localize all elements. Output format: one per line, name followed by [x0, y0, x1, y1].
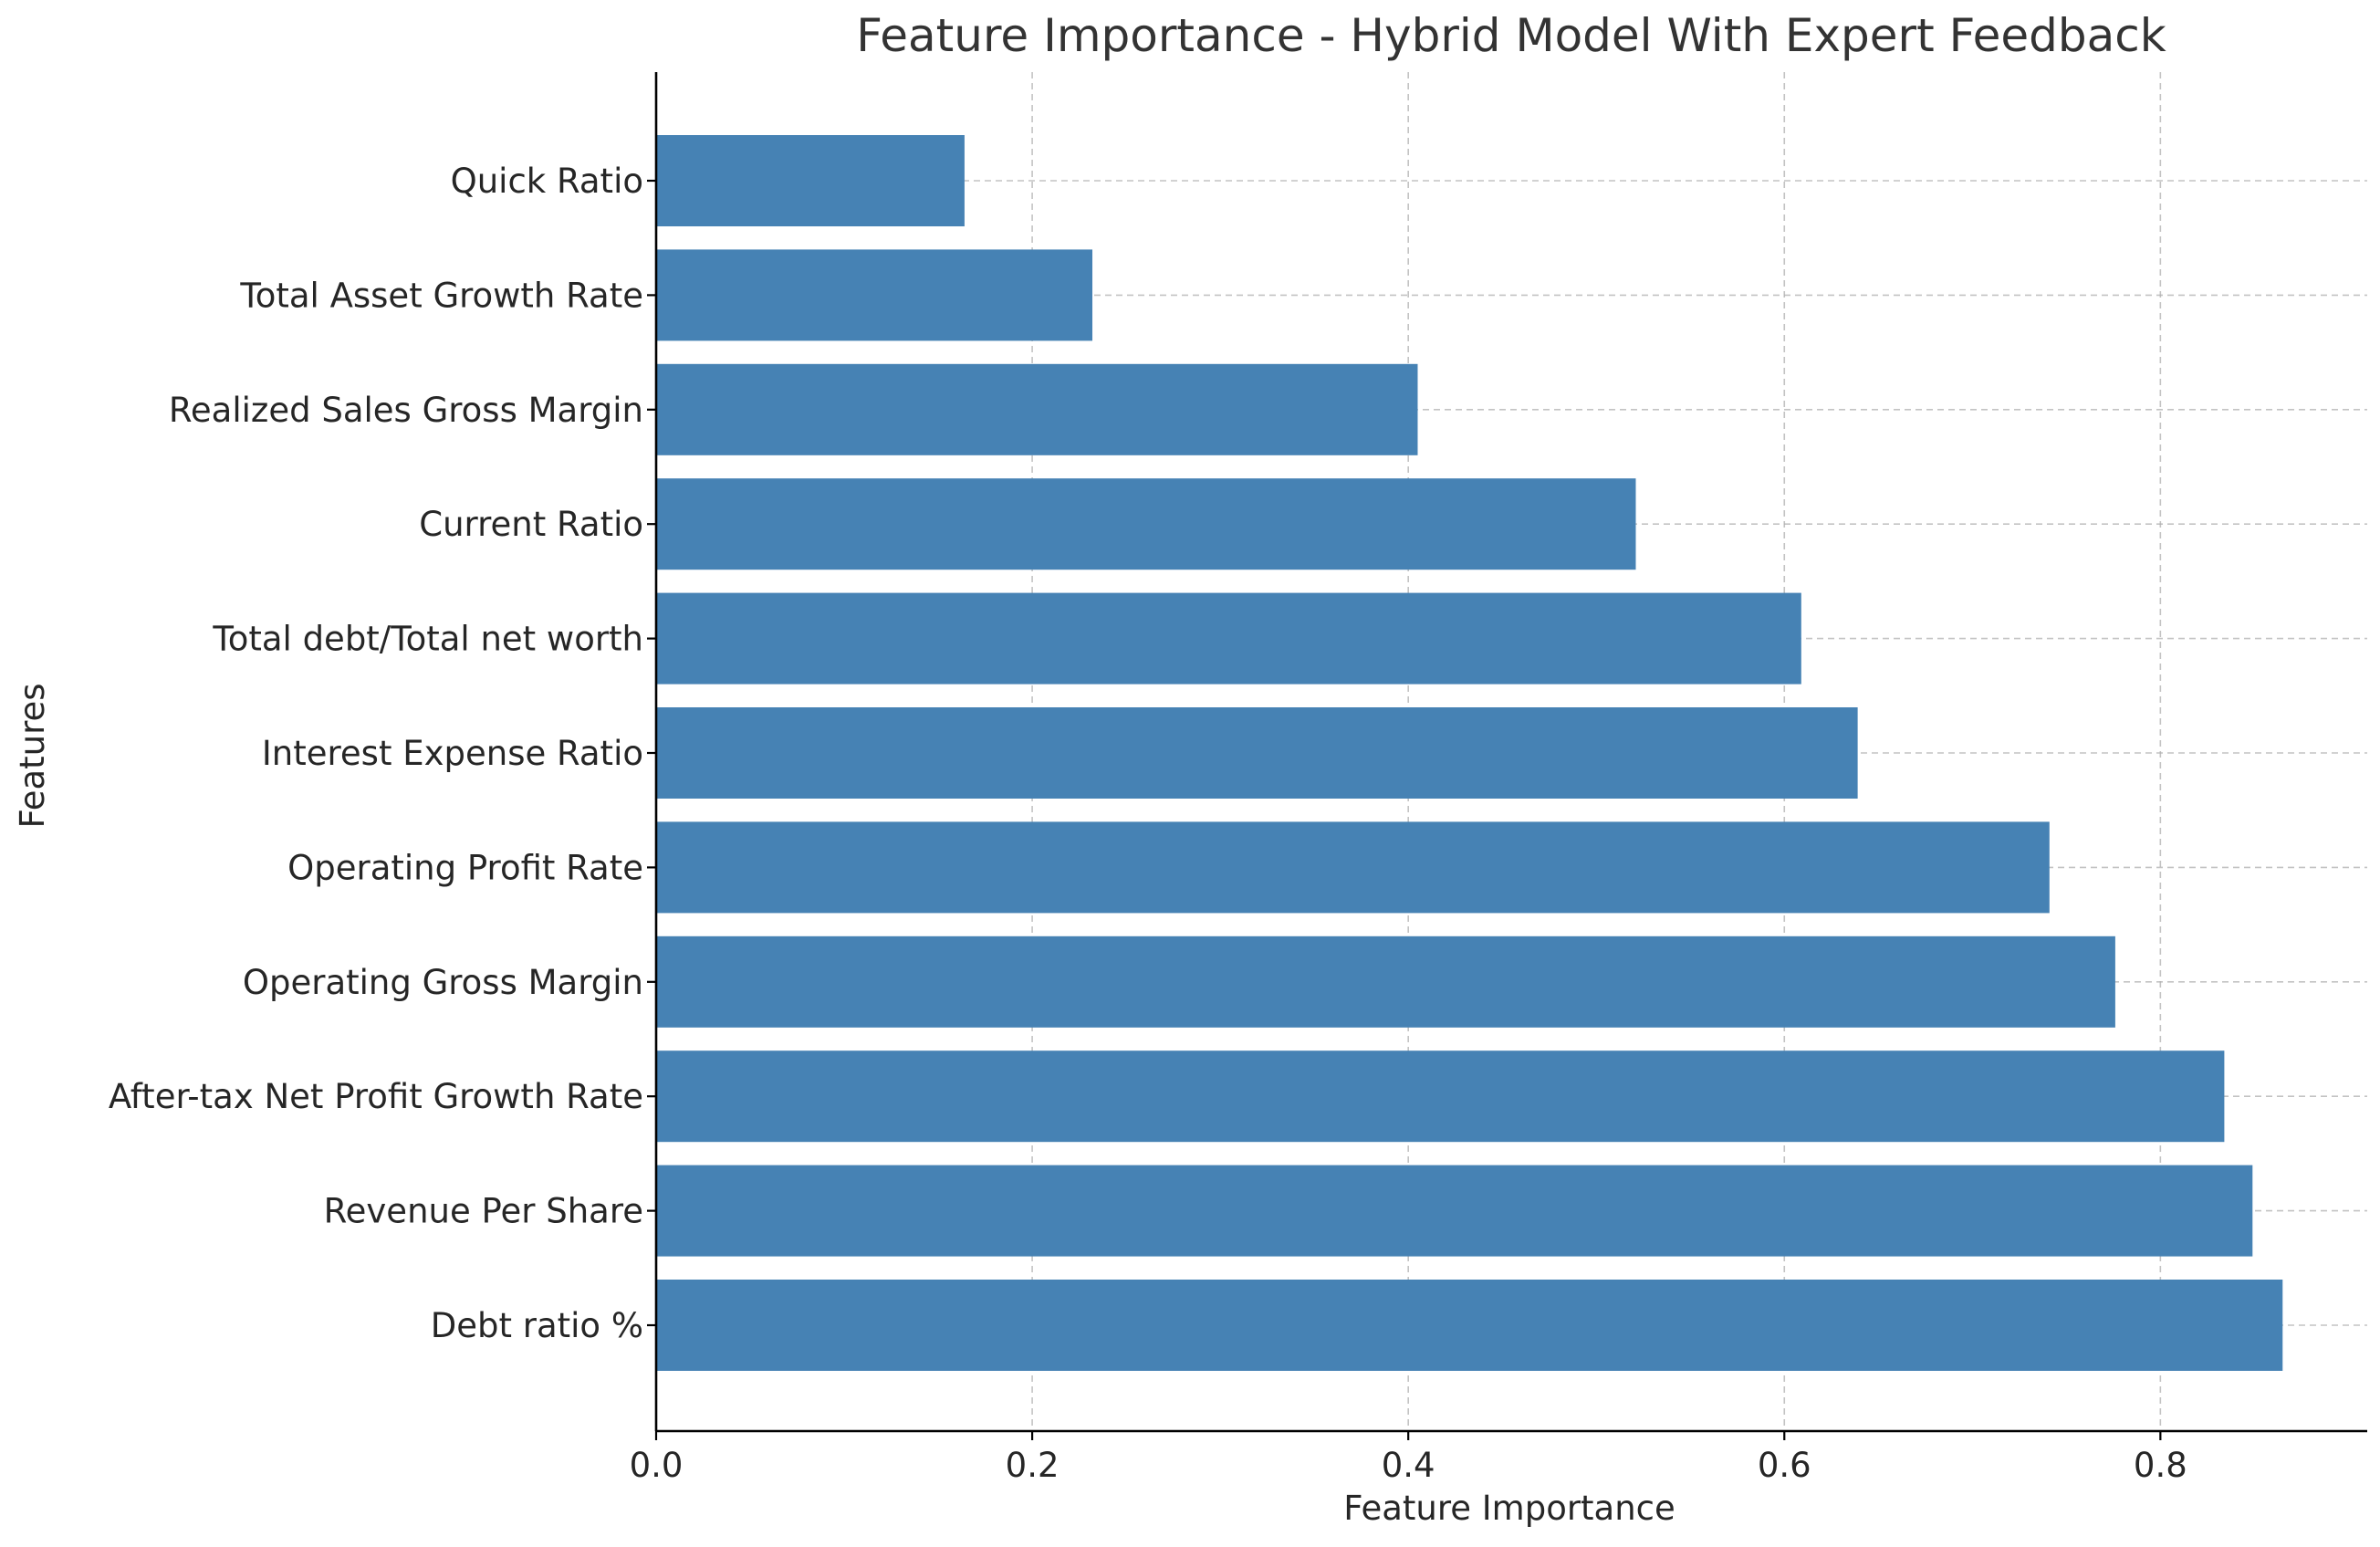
- bar: [656, 478, 1636, 570]
- bar: [656, 363, 1418, 455]
- x-tick-label: 0.6: [1758, 1446, 1811, 1485]
- bar: [656, 821, 2050, 914]
- axis-layer: [654, 72, 2367, 1433]
- bar: [656, 1165, 2253, 1257]
- x-axis-label: Feature Importance: [1343, 1489, 1675, 1528]
- bar: [656, 707, 1858, 799]
- y-tick-label: After-tax Net Profit Growth Rate: [109, 1077, 643, 1116]
- y-tick-label: Debt ratio %: [431, 1306, 643, 1345]
- x-tick-label: 0.4: [1382, 1446, 1435, 1485]
- bar: [656, 1280, 2283, 1371]
- y-tick-label: Total Asset Growth Rate: [239, 276, 643, 315]
- x-tick-label: 0.8: [2134, 1446, 2187, 1485]
- y-tick-label: Total debt/Total net worth: [212, 620, 643, 659]
- x-tick-label: 0.2: [1006, 1446, 1060, 1485]
- bar: [656, 1050, 2225, 1143]
- bar: [656, 135, 965, 226]
- y-tick-label: Current Ratio: [419, 505, 643, 544]
- y-tick-label: Quick Ratio: [451, 162, 643, 201]
- bar: [656, 249, 1093, 341]
- bar-layer: [656, 135, 2283, 1371]
- x-tick-label: 0.0: [630, 1446, 684, 1485]
- y-tick-label: Revenue Per Share: [324, 1192, 643, 1231]
- y-axis-label: Features: [13, 683, 52, 828]
- y-tick-label: Operating Profit Rate: [287, 848, 643, 887]
- bar: [656, 936, 2115, 1028]
- y-tick-label: Realized Sales Gross Margin: [169, 391, 643, 430]
- bar: [656, 592, 1801, 685]
- chart-title: Feature Importance - Hybrid Model With E…: [856, 9, 2166, 62]
- label-layer: 0.0 0.2 0.4 0.6 0.8 Debt ratio % Revenue Per S…: [109, 162, 2187, 1485]
- tick-layer: [647, 179, 2162, 1440]
- y-tick-label: Interest Expense Ratio: [262, 734, 643, 773]
- y-tick-label: Operating Gross Margin: [243, 963, 643, 1002]
